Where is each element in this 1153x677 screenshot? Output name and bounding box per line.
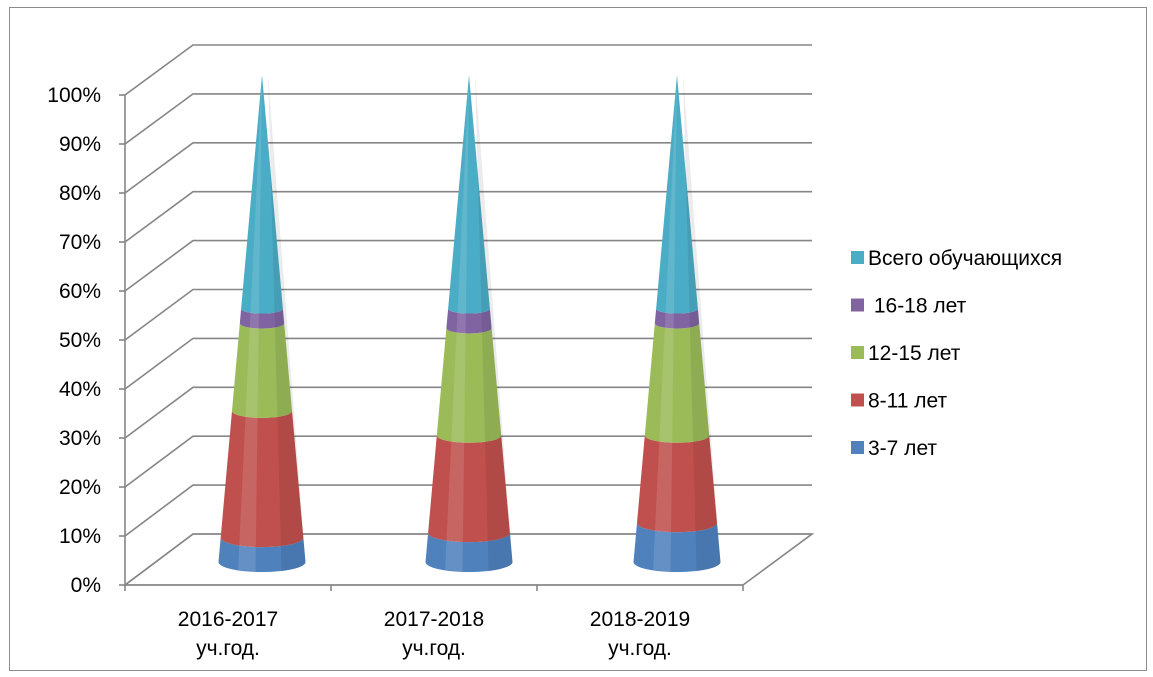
y-tick-label: 40% [59, 378, 101, 401]
cone-3 [633, 75, 721, 572]
legend: Всего обучающихся 16-18 лет 12-15 лет 8-11… [851, 247, 1062, 460]
legend-swatch [851, 298, 864, 312]
cone-segment [241, 75, 283, 314]
gridline [124, 142, 812, 194]
legend-label: 12-15 лет [868, 342, 961, 365]
y-tick-label: 70% [59, 231, 101, 254]
cones [218, 75, 721, 572]
x-category-label: 2016-2017 [178, 608, 278, 631]
gridline [124, 386, 812, 439]
gridline [124, 533, 812, 586]
legend-label: 8-11 лет [868, 390, 948, 413]
gridline [124, 44, 812, 96]
legend-label: Всего обучающихся [868, 247, 1062, 270]
y-axis-tick-labels: 0% 10% 20% 30% 40% 50% 60% 70% 80% 90% 100% [47, 84, 101, 597]
cone-2 [425, 75, 513, 572]
y-tick-label: 60% [59, 280, 101, 303]
y-tick-label: 80% [59, 182, 101, 205]
gridline [124, 435, 812, 488]
cone-segment [644, 323, 710, 443]
cone-highlight [238, 75, 262, 572]
cone-segment [428, 435, 510, 543]
gridline [124, 190, 812, 243]
cone-segment [231, 323, 293, 418]
cone-segment [436, 328, 502, 443]
cone-segment [446, 308, 492, 334]
y-tick-label: 90% [59, 133, 101, 156]
cone-highlight [653, 75, 677, 572]
cone-highlight [445, 75, 469, 572]
axes [119, 94, 744, 591]
legend-swatch [851, 346, 864, 359]
x-category-label: уч.год. [402, 637, 466, 660]
legend-swatch [851, 393, 864, 407]
x-category-label: 2018-2019 [590, 608, 690, 631]
cone-segment [220, 411, 304, 548]
cone-segment [218, 537, 306, 572]
legend-swatch [851, 251, 864, 264]
gridline [124, 93, 812, 145]
cone-shading [268, 75, 306, 571]
x-category-label: 2017-2018 [384, 608, 484, 631]
cone-shading [475, 75, 513, 571]
cone-segment [654, 308, 700, 329]
y-tick-label: 30% [59, 427, 101, 450]
x-category-label: уч.год. [196, 637, 260, 660]
gridline [124, 337, 812, 390]
y-tick-label: 50% [59, 329, 101, 352]
cone-segment [636, 435, 718, 533]
y-tick-label: 10% [59, 525, 101, 548]
legend-label: 16-18 лет [868, 295, 967, 318]
cone-segment [656, 75, 698, 314]
gridlines [124, 44, 812, 586]
x-axis-category-labels: 2016-2017 уч.год. 2017-2018 уч.год. 2018-201… [178, 608, 690, 660]
cone-segment [425, 532, 513, 572]
gridline [124, 239, 812, 292]
x-category-label: уч.год. [608, 637, 672, 660]
y-tick-label: 0% [71, 574, 101, 597]
legend-swatch [851, 441, 864, 454]
y-tick-label: 20% [59, 476, 101, 499]
cone-shading [683, 75, 721, 571]
cone-segment [448, 75, 490, 314]
y-tick-label: 100% [47, 84, 101, 107]
gridline [124, 484, 812, 537]
gridline [124, 288, 812, 341]
legend-label: 3-7 лет [868, 437, 937, 460]
cone-segment [239, 308, 285, 329]
cone-1 [218, 75, 306, 572]
cone-segment [633, 523, 721, 572]
